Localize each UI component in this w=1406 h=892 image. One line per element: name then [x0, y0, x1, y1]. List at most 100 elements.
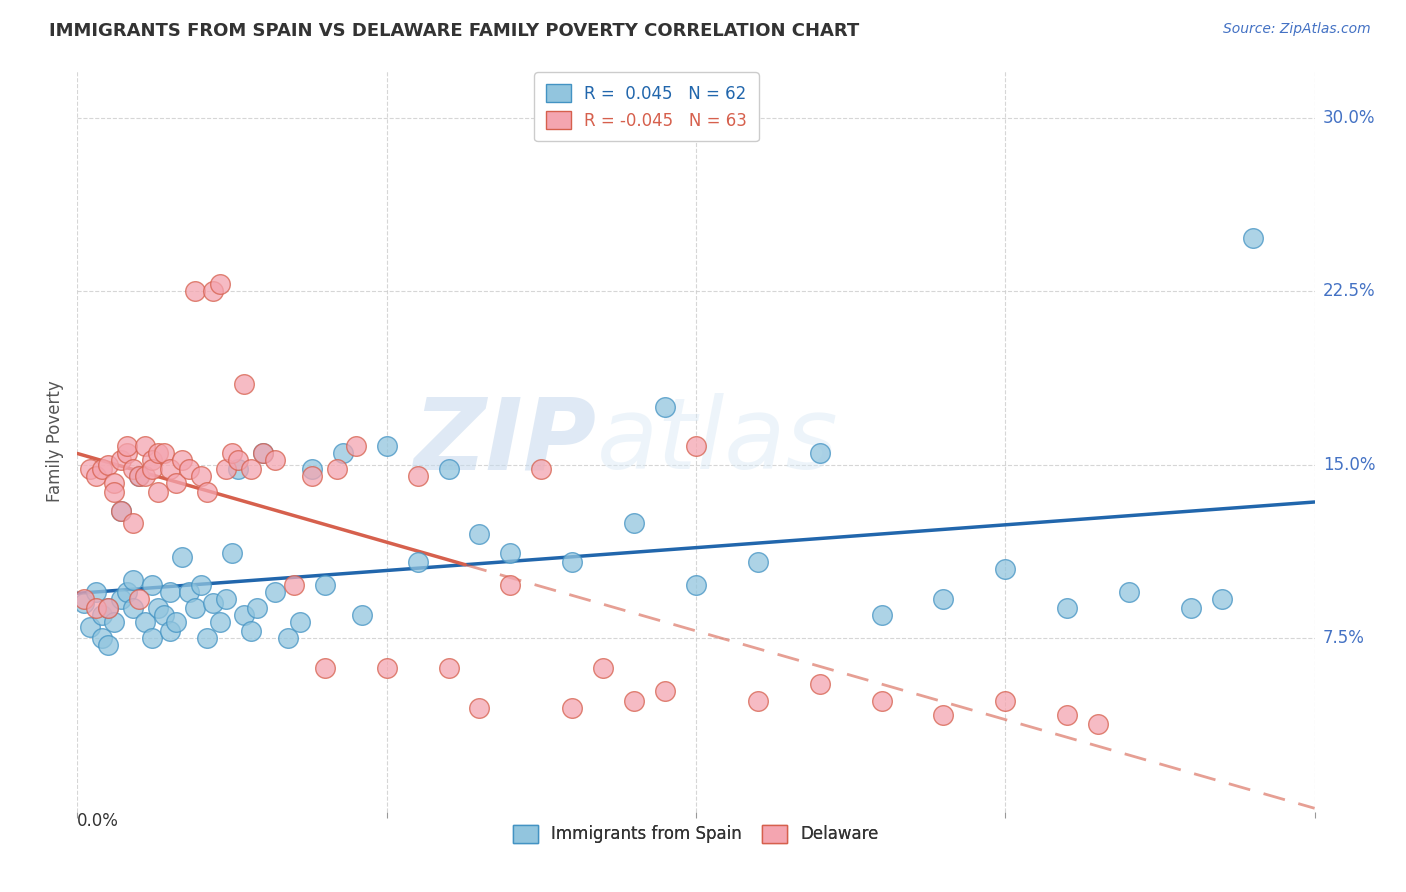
Point: [283, 578, 305, 592]
Point: [84, 585, 107, 599]
Point: [277, 631, 299, 645]
Point: [530, 462, 553, 476]
Point: [932, 707, 955, 722]
Point: [91, 462, 114, 476]
Point: [314, 661, 336, 675]
Point: [344, 439, 367, 453]
Point: [1241, 231, 1264, 245]
Point: [122, 462, 145, 476]
Point: [190, 578, 212, 592]
Text: ZIP: ZIP: [413, 393, 598, 490]
Point: [79, 619, 101, 633]
Point: [134, 615, 156, 629]
Point: [110, 453, 132, 467]
Point: [159, 462, 181, 476]
Point: [72, 591, 94, 606]
Point: [994, 694, 1017, 708]
Point: [685, 439, 707, 453]
Point: [747, 694, 769, 708]
Point: [122, 516, 145, 530]
Point: [128, 591, 150, 606]
Point: [153, 446, 176, 460]
Point: [623, 516, 645, 530]
Point: [72, 597, 94, 611]
Point: [184, 284, 207, 298]
Point: [808, 446, 831, 460]
Point: [499, 578, 522, 592]
Point: [1118, 585, 1140, 599]
Point: [239, 624, 262, 639]
Point: [115, 446, 138, 460]
Point: [141, 453, 163, 467]
Point: [226, 453, 249, 467]
Point: [79, 462, 101, 476]
Text: 30.0%: 30.0%: [1323, 109, 1375, 127]
Point: [195, 485, 218, 500]
Point: [561, 555, 583, 569]
Text: atlas: atlas: [598, 393, 838, 490]
Point: [84, 469, 107, 483]
Point: [654, 684, 676, 698]
Point: [97, 601, 120, 615]
Point: [141, 462, 163, 476]
Point: [184, 601, 207, 615]
Point: [91, 608, 114, 623]
Text: 0.0%: 0.0%: [77, 812, 120, 830]
Point: [122, 574, 145, 588]
Point: [134, 469, 156, 483]
Point: [808, 677, 831, 691]
Point: [153, 608, 176, 623]
Point: [115, 439, 138, 453]
Point: [177, 585, 200, 599]
Point: [994, 562, 1017, 576]
Point: [202, 597, 225, 611]
Point: [159, 624, 181, 639]
Point: [226, 462, 249, 476]
Point: [406, 469, 429, 483]
Point: [97, 458, 120, 472]
Point: [208, 277, 231, 292]
Point: [301, 469, 323, 483]
Point: [932, 591, 955, 606]
Point: [146, 446, 169, 460]
Point: [97, 638, 120, 652]
Point: [252, 446, 274, 460]
Point: [468, 700, 491, 714]
Point: [159, 585, 181, 599]
Point: [122, 601, 145, 615]
Point: [221, 446, 243, 460]
Point: [437, 661, 460, 675]
Point: [1180, 601, 1202, 615]
Point: [208, 615, 231, 629]
Point: [264, 453, 287, 467]
Point: [110, 504, 132, 518]
Point: [115, 585, 138, 599]
Text: 22.5%: 22.5%: [1323, 282, 1375, 300]
Point: [239, 462, 262, 476]
Point: [685, 578, 707, 592]
Text: IMMIGRANTS FROM SPAIN VS DELAWARE FAMILY POVERTY CORRELATION CHART: IMMIGRANTS FROM SPAIN VS DELAWARE FAMILY…: [49, 22, 859, 40]
Point: [870, 608, 893, 623]
Point: [468, 527, 491, 541]
Point: [215, 462, 238, 476]
Point: [172, 453, 194, 467]
Point: [110, 504, 132, 518]
Point: [592, 661, 614, 675]
Text: 7.5%: 7.5%: [1323, 629, 1365, 648]
Point: [406, 555, 429, 569]
Point: [91, 631, 114, 645]
Point: [177, 462, 200, 476]
Point: [141, 578, 163, 592]
Point: [103, 485, 125, 500]
Point: [190, 469, 212, 483]
Point: [288, 615, 311, 629]
Point: [332, 446, 354, 460]
Point: [314, 578, 336, 592]
Point: [103, 615, 125, 629]
Point: [252, 446, 274, 460]
Point: [375, 661, 398, 675]
Point: [221, 545, 243, 560]
Point: [110, 591, 132, 606]
Point: [165, 476, 187, 491]
Point: [870, 694, 893, 708]
